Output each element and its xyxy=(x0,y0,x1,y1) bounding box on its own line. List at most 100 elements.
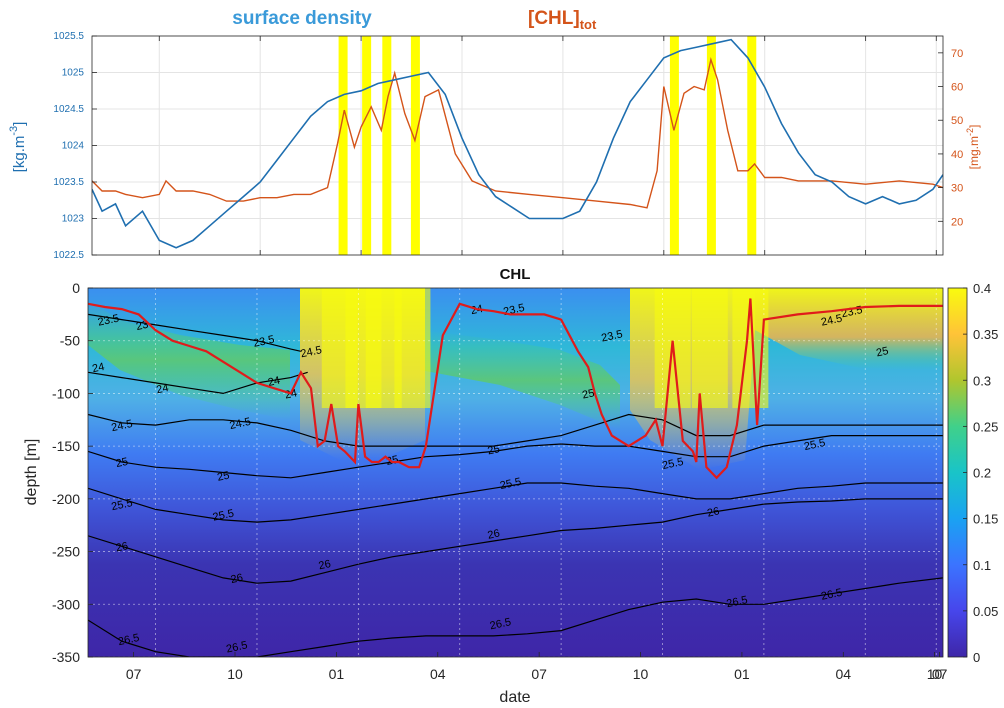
chl-tick-label: 70 xyxy=(951,48,963,60)
contour-label: 23.5 xyxy=(97,313,120,329)
chl-tot-line xyxy=(92,56,943,209)
colorbar-tick-label: 0.3 xyxy=(973,373,991,388)
colorbar-tick-label: 0.15 xyxy=(973,512,998,527)
density-contour-26.5 xyxy=(88,577,943,657)
colorbar-tick-label: 0.1 xyxy=(973,558,991,573)
date-tick-label: 10 xyxy=(927,666,943,682)
bottom-grid xyxy=(88,288,943,657)
density-tick-label: 1022.5 xyxy=(53,250,84,261)
chl-tick-label: 40 xyxy=(951,149,963,161)
density-axis-ticks: 1022.5 1023 1023.5 1024 1024.5 1025 1025.5 xyxy=(53,31,97,261)
contour-label: 25.5 xyxy=(499,476,522,492)
surface-bloom-year2 xyxy=(755,288,943,370)
depth-axis-ticks: 0 -50 -100 -150 -200 -250 -300 -350 xyxy=(52,280,93,665)
depth-axis-label: depth [m] xyxy=(23,439,40,506)
chl-tot-title: [CHL]tot xyxy=(528,8,597,32)
density-tick-label: 1024.5 xyxy=(53,104,84,115)
density-tick-label: 1025 xyxy=(62,68,85,79)
mixed-layer-depth-line xyxy=(88,298,943,480)
density-tick-label: 1023.5 xyxy=(53,177,84,188)
contour-label: 26.5 xyxy=(489,616,512,632)
contour-label: 26.5 xyxy=(225,639,248,655)
top-x-ticks xyxy=(158,36,937,255)
contour-label: 23 xyxy=(135,319,149,333)
colorbar-tick-label: 0.25 xyxy=(973,419,998,434)
density-contour-24 xyxy=(88,371,308,395)
contour-label: 25 xyxy=(487,443,501,457)
contour-label: 26.5 xyxy=(117,632,140,648)
colorbar-ticks: 0 0.05 0.1 0.15 0.2 0.25 0.3 0.35 0.4 xyxy=(963,281,998,665)
bloom-columns xyxy=(321,288,769,408)
dcm-band-year2 xyxy=(420,330,620,430)
density-title: surface density xyxy=(232,8,372,29)
contour-label: 26.5 xyxy=(820,587,843,603)
depth-tick-label: -250 xyxy=(52,544,80,560)
contour-label: 25 xyxy=(581,387,595,401)
density-tick-label: 1023 xyxy=(62,214,85,225)
density-contour-23.5 xyxy=(88,313,302,352)
chl-title: CHL xyxy=(500,266,531,283)
colorbar-tick-label: 0.2 xyxy=(973,466,991,481)
chl-tick-label: 30 xyxy=(951,183,963,195)
date-tick-label: 07 xyxy=(531,666,547,682)
depth-tick-label: -150 xyxy=(52,438,80,454)
contour-label: 25.5 xyxy=(803,437,826,453)
colorbar-tick-label: 0 xyxy=(973,650,980,665)
contour-label: 25.5 xyxy=(110,497,133,513)
density-contour-25.5 xyxy=(88,482,943,523)
depth-tick-label: 0 xyxy=(72,280,80,296)
bloom-highlight-bar xyxy=(338,36,348,255)
colorbar-tick-label: 0.4 xyxy=(973,281,991,296)
bloom-column xyxy=(394,288,431,408)
contour-label: 26 xyxy=(318,558,332,572)
density-tick-label: 1024 xyxy=(62,141,85,152)
contour-label: 25 xyxy=(115,456,129,470)
surface-density-panel: 1022.5 1023 1023.5 1024 1024.5 1025 1025.5 20 3… xyxy=(8,8,981,261)
bloom-highlight-bar xyxy=(706,36,716,255)
contour-label: 25.5 xyxy=(661,456,684,472)
bloom-highlight-bar xyxy=(669,36,679,255)
contour-label: 24 xyxy=(155,382,169,396)
contour-label: 23.5 xyxy=(600,328,623,344)
contour-label: 25 xyxy=(216,469,230,483)
contour-label: 26 xyxy=(706,505,720,519)
contour-label: 24.5 xyxy=(300,344,323,360)
chl-axis-ticks: 20 30 40 50 60 70 xyxy=(938,48,963,228)
density-contour-24.5 xyxy=(88,413,943,447)
date-tick-label: 07 xyxy=(932,666,948,682)
contour-label: 24.5 xyxy=(229,416,252,432)
date-tick-label: 01 xyxy=(329,666,345,682)
colorbar-tick-label: 0.35 xyxy=(973,327,998,342)
chl-tick-label: 50 xyxy=(951,115,963,127)
contour-label: 26.5 xyxy=(725,594,748,610)
colorbar-tick-label: 0.05 xyxy=(973,604,998,619)
contour-label: 24.5 xyxy=(110,418,133,434)
contour-label: 24 xyxy=(267,375,281,389)
date-tick-label: 10 xyxy=(633,666,649,682)
density-contour-25 xyxy=(88,435,943,479)
depth-tick-label: -350 xyxy=(52,649,80,665)
contour-label: 24 xyxy=(91,361,105,375)
chl-axis-label: [mg.m-2] xyxy=(965,125,981,170)
contour-label: 25 xyxy=(875,345,889,359)
depth-tick-label: -300 xyxy=(52,596,80,612)
depth-tick-label: -200 xyxy=(52,491,80,507)
bloom-highlight-bar xyxy=(410,36,420,255)
contour-label: 25.5 xyxy=(212,508,235,524)
contour-label: 26 xyxy=(230,572,244,586)
contour-label: 24.5 xyxy=(820,313,843,329)
bloom-highlights xyxy=(338,36,757,255)
density-contours xyxy=(88,313,943,657)
bloom-highlight-bar xyxy=(747,36,757,255)
contour-label: 26 xyxy=(487,527,501,541)
date-tick-label: 07 xyxy=(126,666,142,682)
bottom-plot-frame xyxy=(87,287,944,658)
contour-label: 23.5 xyxy=(252,334,275,350)
depth-tick-label: -50 xyxy=(60,333,80,349)
chl-tick-label: 20 xyxy=(951,216,963,228)
